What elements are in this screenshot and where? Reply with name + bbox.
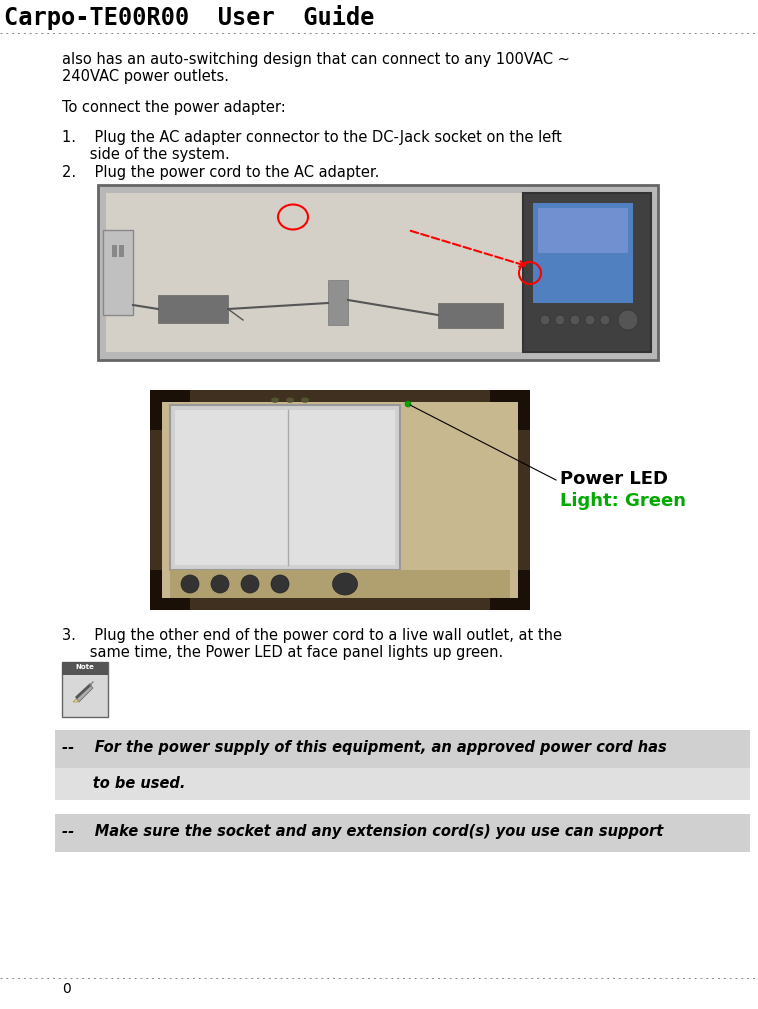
Ellipse shape <box>241 575 259 593</box>
Bar <box>62 662 108 717</box>
Ellipse shape <box>405 401 411 407</box>
Text: 0: 0 <box>62 982 70 996</box>
Ellipse shape <box>618 310 638 330</box>
Text: 240VAC power outlets.: 240VAC power outlets. <box>62 69 229 84</box>
Text: Carpo-TE00R00  User  Guide: Carpo-TE00R00 User Guide <box>4 5 374 30</box>
Text: to be used.: to be used. <box>62 776 186 791</box>
Ellipse shape <box>301 398 309 403</box>
Ellipse shape <box>585 315 595 325</box>
Bar <box>170 405 400 570</box>
Bar <box>55 730 750 768</box>
Bar <box>490 570 530 610</box>
Bar <box>162 402 518 598</box>
Ellipse shape <box>540 315 550 325</box>
Text: Light: Green: Light: Green <box>560 492 686 510</box>
Bar <box>119 245 124 257</box>
Text: 1.    Plug the AC adapter connector to the DC-Jack socket on the left: 1. Plug the AC adapter connector to the … <box>62 130 562 145</box>
Text: 2.    Plug the power cord to the AC adapter.: 2. Plug the power cord to the AC adapter… <box>62 165 379 180</box>
Ellipse shape <box>333 573 358 595</box>
Bar <box>150 390 190 430</box>
Bar <box>62 662 108 675</box>
Bar <box>103 230 133 315</box>
Bar <box>538 208 628 253</box>
Bar <box>106 193 650 352</box>
Text: To connect the power adapter:: To connect the power adapter: <box>62 100 286 115</box>
Text: Power LED: Power LED <box>560 470 668 488</box>
Text: --    For the power supply of this equipment, an approved power cord has: -- For the power supply of this equipmen… <box>62 740 667 755</box>
Bar <box>170 570 510 598</box>
Polygon shape <box>73 699 79 702</box>
Bar <box>158 295 228 323</box>
Ellipse shape <box>181 575 199 593</box>
Bar <box>112 245 117 257</box>
Ellipse shape <box>555 315 565 325</box>
Bar <box>438 303 503 328</box>
Ellipse shape <box>211 575 229 593</box>
Ellipse shape <box>600 315 610 325</box>
Text: --    Make sure the socket and any extension cord(s) you use can support: -- Make sure the socket and any extensio… <box>62 824 663 839</box>
Text: same time, the Power LED at face panel lights up green.: same time, the Power LED at face panel l… <box>62 645 503 660</box>
Ellipse shape <box>271 575 289 593</box>
Ellipse shape <box>570 315 580 325</box>
Polygon shape <box>76 685 93 702</box>
Bar <box>150 390 530 610</box>
Bar <box>55 814 750 852</box>
Text: also has an auto-switching design that can connect to any 100VAC ~: also has an auto-switching design that c… <box>62 52 570 67</box>
Bar <box>150 570 190 610</box>
Text: side of the system.: side of the system. <box>62 147 230 162</box>
Bar <box>175 410 395 565</box>
Bar <box>523 193 651 352</box>
Bar <box>490 390 530 430</box>
Bar <box>55 768 750 800</box>
Ellipse shape <box>271 398 279 403</box>
Bar <box>98 185 658 360</box>
Text: 3.    Plug the other end of the power cord to a live wall outlet, at the: 3. Plug the other end of the power cord … <box>62 628 562 643</box>
Bar <box>328 281 348 325</box>
Ellipse shape <box>286 398 294 403</box>
Text: Note: Note <box>76 664 95 670</box>
Bar <box>533 203 633 303</box>
